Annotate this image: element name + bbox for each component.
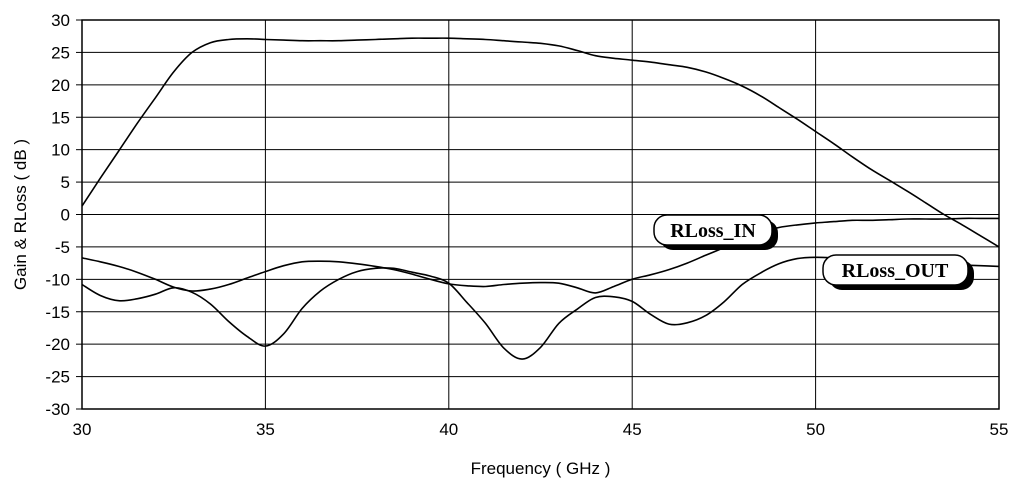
series-lines — [81, 37, 1000, 360]
y-tick-label: 20 — [51, 76, 70, 95]
y-tick-label: 0 — [61, 206, 70, 225]
x-tick-labels: 30 35 40 45 50 55 — [73, 420, 1009, 439]
x-tick-label: 35 — [256, 420, 275, 439]
y-tick-label: 15 — [51, 108, 70, 127]
rloss-in-line — [81, 217, 999, 294]
x-tick-label: 50 — [806, 420, 825, 439]
y-tick-label: -5 — [55, 238, 70, 257]
y-tick-labels: 30 25 20 15 10 5 0 -5 -10 -15 -20 -25 -30 — [45, 11, 70, 419]
x-tick-label: 30 — [73, 420, 92, 439]
y-tick-label: -15 — [45, 303, 70, 322]
plot-area-border — [81, 19, 1000, 410]
y-tick-label: 10 — [51, 141, 70, 160]
callout-rloss-out-box — [822, 254, 969, 286]
gain-line — [81, 37, 1000, 248]
y-axis-title: Gain & RLoss ( dB ) — [11, 139, 30, 290]
y-tick-label: 5 — [61, 173, 70, 192]
callout-rloss-in-box — [653, 214, 773, 246]
y-tick-label: -10 — [45, 270, 70, 289]
callout-rloss-in: RLoss_IN — [653, 214, 778, 250]
callout-rloss-in-label: RLoss_IN — [670, 220, 756, 242]
y-tick-label: -20 — [45, 335, 70, 354]
x-axis-title: Frequency ( GHz ) — [471, 459, 611, 478]
y-tick-label: 30 — [51, 11, 70, 30]
y-tick-label: -30 — [45, 400, 70, 419]
y-tick-label: 25 — [51, 43, 70, 62]
x-tick-label: 45 — [623, 420, 642, 439]
x-tick-label: 40 — [439, 420, 458, 439]
callout-rloss-out-label: RLoss_OUT — [842, 260, 949, 282]
x-tick-label: 55 — [990, 420, 1009, 439]
y-tick-label: -25 — [45, 368, 70, 387]
callout-rloss-out: RLoss_OUT — [822, 254, 974, 290]
